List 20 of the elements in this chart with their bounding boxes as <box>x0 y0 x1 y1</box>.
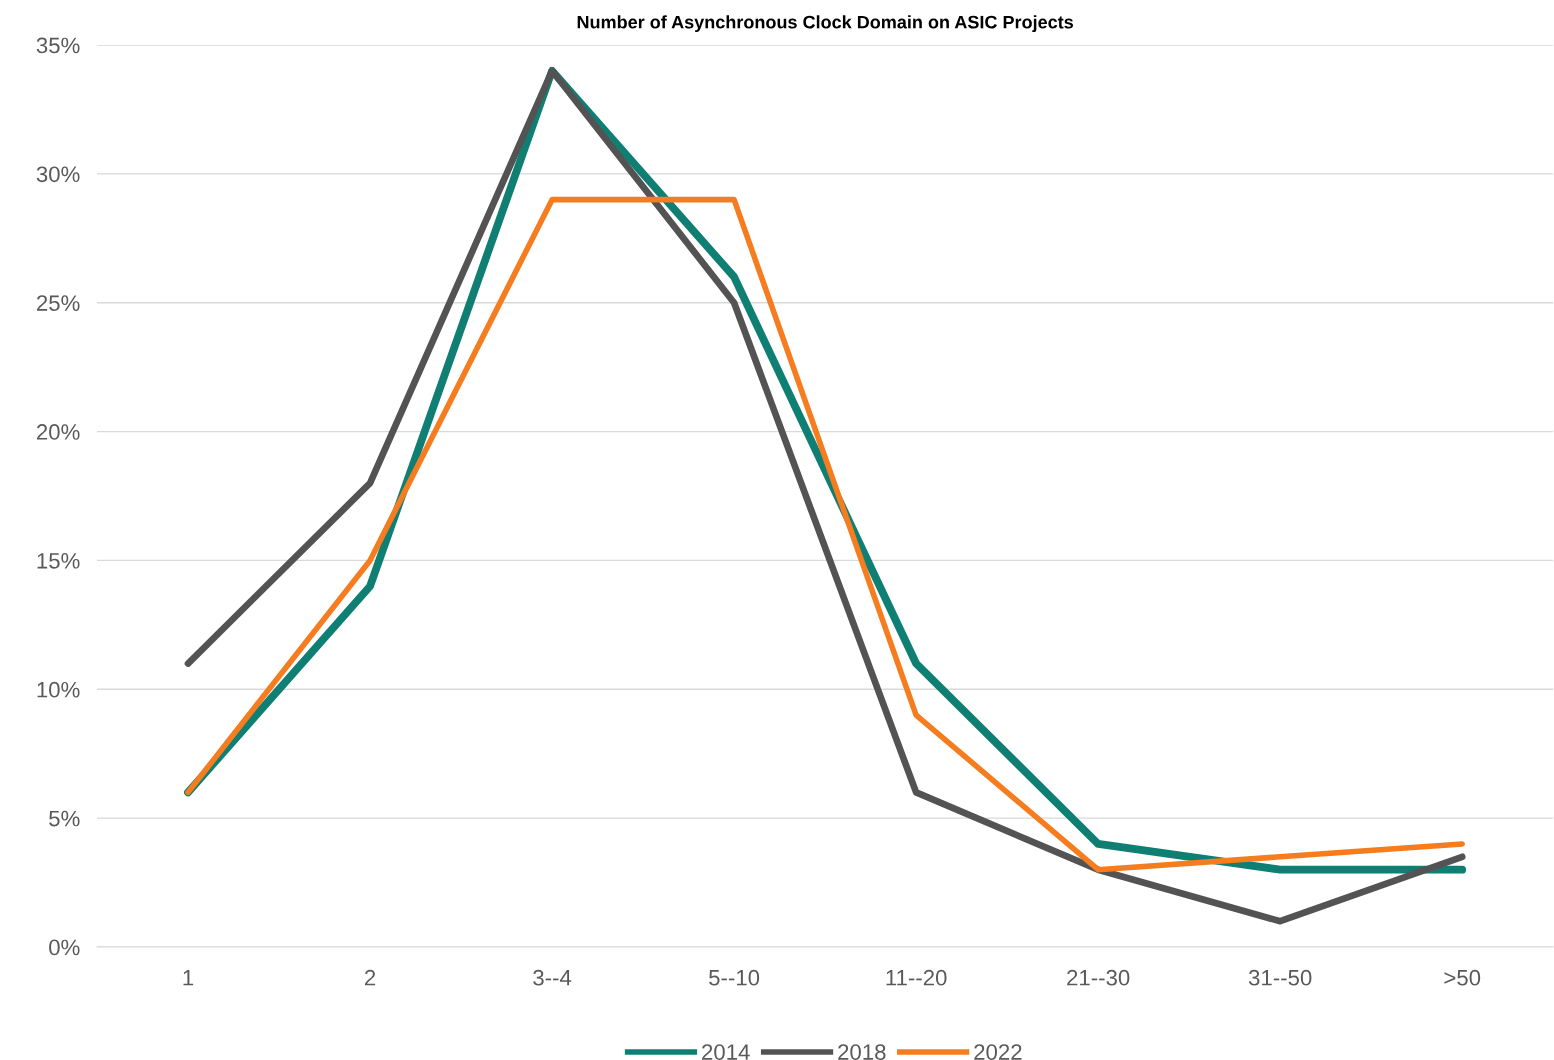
x-tick-label: 21--30 <box>1067 969 1130 986</box>
y-tick-label: 10% <box>37 681 80 698</box>
x-tick-label: 3--4 <box>533 969 572 986</box>
legend-label: 2022 <box>974 1044 1022 1060</box>
x-tick-label: 31--50 <box>1248 969 1312 986</box>
y-tick-label: 25% <box>36 295 80 311</box>
y-tick-label: 20% <box>36 424 80 440</box>
legend-label: 2014 <box>702 1044 750 1060</box>
y-tick-label: 35% <box>36 37 80 54</box>
legend-label: 2018 <box>838 1044 886 1060</box>
x-tick-label: 5--10 <box>709 969 760 986</box>
y-tick-label: 15% <box>37 553 80 569</box>
x-tick-label: >50 <box>1444 969 1481 986</box>
x-tick-label: 2 <box>364 969 376 986</box>
y-tick-label: 30% <box>36 166 80 183</box>
x-tick-label: 11--20 <box>886 969 947 986</box>
y-tick-label: 0% <box>49 939 80 956</box>
y-tick-label: 5% <box>49 810 80 827</box>
chart-title: Number of Asynchronous Clock Domain on ASIC Projects <box>577 15 1074 33</box>
x-tick-label: 1 <box>183 970 194 986</box>
